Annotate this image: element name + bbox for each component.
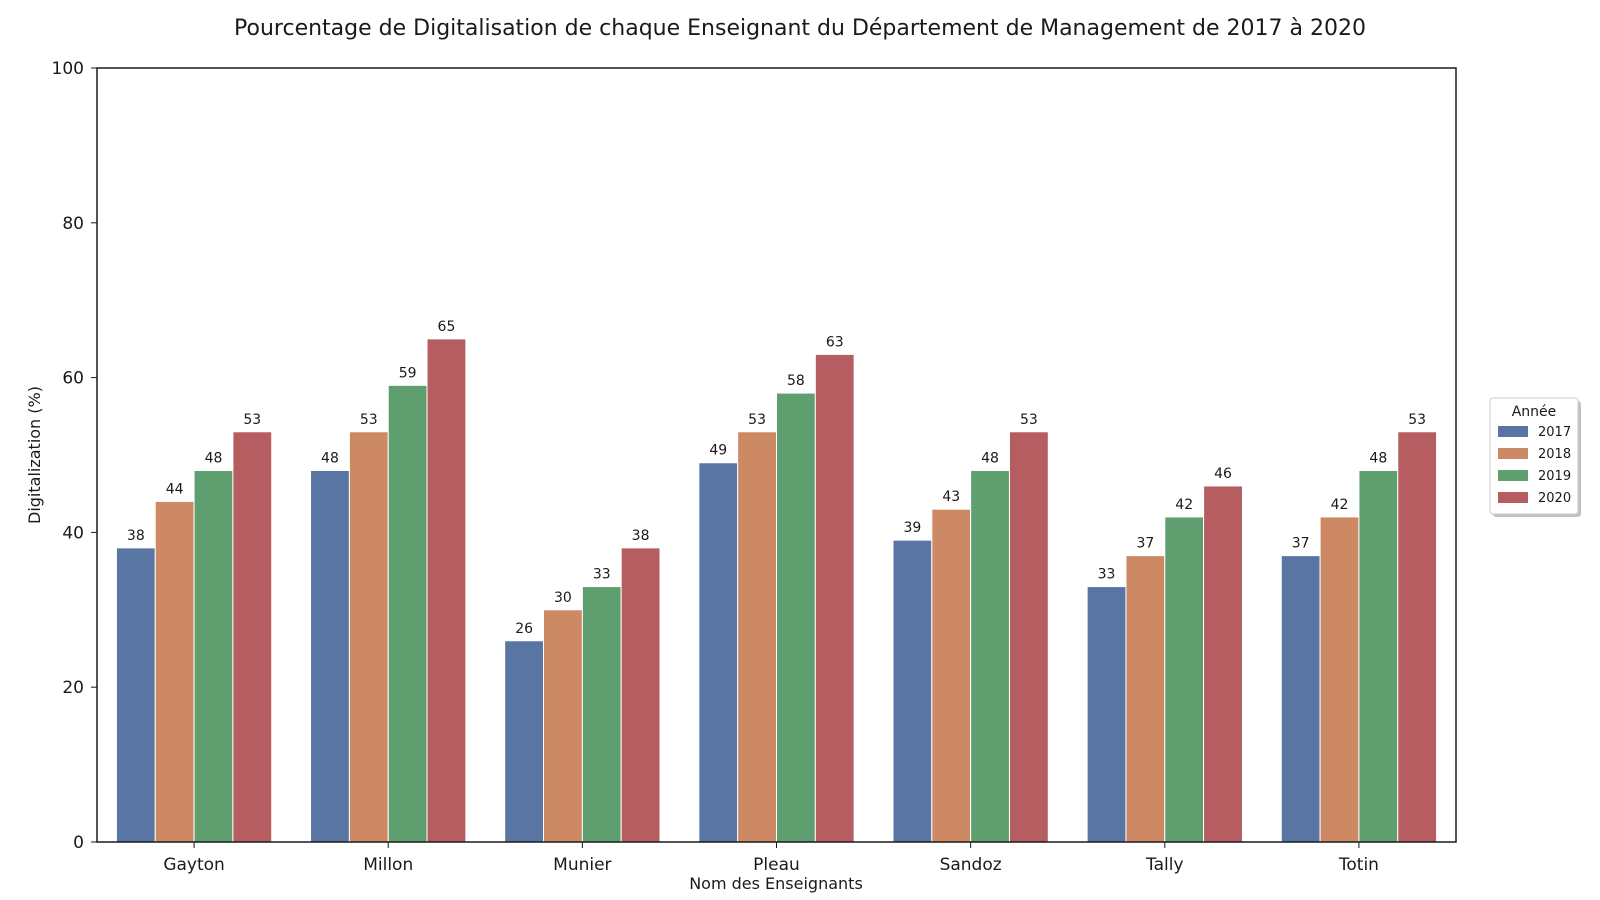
bar-value-label: 48 bbox=[205, 450, 223, 466]
bar-value-label: 43 bbox=[942, 489, 960, 505]
bar-millon-2019 bbox=[387, 384, 428, 843]
bar-value-label: 48 bbox=[981, 450, 999, 466]
bar-value-label: 48 bbox=[1369, 450, 1387, 466]
bar-value-label: 49 bbox=[709, 443, 727, 459]
legend-swatch-2017 bbox=[1498, 426, 1528, 437]
bar-sandoz-2020 bbox=[1008, 431, 1049, 843]
bar-tally-2020 bbox=[1203, 485, 1243, 843]
x-tick-label: Millon bbox=[363, 855, 413, 875]
bar-value-label: 53 bbox=[1020, 412, 1038, 428]
bar-millon-2020 bbox=[426, 338, 467, 843]
bar-value-label: 58 bbox=[787, 373, 805, 389]
y-tick-label: 80 bbox=[62, 214, 84, 234]
legend-title: Année bbox=[1512, 404, 1557, 420]
bar-sandoz-2019 bbox=[970, 469, 1010, 843]
bar-sandoz-2018 bbox=[931, 508, 972, 843]
bar-value-label: 37 bbox=[1292, 536, 1310, 552]
bar-value-label: 46 bbox=[1214, 466, 1232, 482]
bar-value-label: 48 bbox=[321, 450, 339, 466]
x-tick-label: Pleau bbox=[753, 855, 800, 875]
plot-area: 0 20 40 60 80 100 38 44 48 53 Gayton 48 53 59 65 Millon… bbox=[52, 59, 1457, 875]
bar-value-label: 53 bbox=[1408, 412, 1426, 428]
x-tick-label: Totin bbox=[1338, 855, 1379, 875]
x-tick-label: Sandoz bbox=[940, 855, 1002, 875]
bar-value-label: 37 bbox=[1136, 536, 1154, 552]
y-tick-label: 0 bbox=[73, 833, 84, 853]
legend-label-2018: 2018 bbox=[1538, 447, 1571, 462]
bar-value-label: 53 bbox=[243, 412, 261, 428]
legend-swatch-2018 bbox=[1498, 448, 1528, 459]
bar-value-label: 42 bbox=[1175, 497, 1193, 513]
y-axis-label: Digitalization (%) bbox=[25, 386, 44, 524]
bar-value-label: 26 bbox=[515, 621, 533, 637]
legend-label-2019: 2019 bbox=[1538, 469, 1571, 484]
bar-value-label: 33 bbox=[1098, 567, 1116, 583]
bar-munier-2018 bbox=[543, 609, 583, 843]
bar-value-label: 39 bbox=[903, 520, 921, 536]
bar-totin-2020 bbox=[1397, 431, 1438, 843]
bar-sandoz-2017 bbox=[892, 539, 933, 843]
bar-gayton-2020 bbox=[232, 431, 273, 843]
bar-munier-2017 bbox=[504, 640, 545, 843]
bar-totin-2019 bbox=[1358, 469, 1399, 843]
y-tick-label: 100 bbox=[52, 59, 84, 79]
bar-value-label: 33 bbox=[593, 567, 611, 583]
bar-munier-2020 bbox=[620, 547, 661, 843]
bar-gayton-2019 bbox=[193, 469, 234, 843]
bar-value-label: 59 bbox=[399, 365, 417, 381]
bar-totin-2018 bbox=[1319, 516, 1360, 843]
bar-value-label: 63 bbox=[826, 334, 844, 350]
y-tick-label: 40 bbox=[62, 523, 84, 543]
bar-gayton-2018 bbox=[154, 500, 195, 843]
x-tick-label: Munier bbox=[553, 855, 611, 875]
bar-millon-2018 bbox=[348, 431, 389, 843]
y-tick-label: 60 bbox=[62, 369, 84, 389]
bar-value-label: 53 bbox=[748, 412, 766, 428]
bar-value-label: 44 bbox=[166, 481, 184, 497]
legend-swatch-2019 bbox=[1498, 470, 1528, 481]
bar-value-label: 30 bbox=[554, 590, 572, 606]
bar-value-label: 42 bbox=[1331, 497, 1349, 513]
bar-munier-2019 bbox=[581, 586, 622, 843]
bar-millon-2017 bbox=[310, 469, 350, 843]
bar-gayton-2017 bbox=[115, 547, 156, 843]
legend-label-2020: 2020 bbox=[1538, 491, 1571, 506]
bar-value-label: 38 bbox=[127, 528, 145, 544]
x-axis-label: Nom des Enseignants bbox=[689, 874, 863, 893]
bar-totin-2017 bbox=[1280, 555, 1321, 843]
bar-pleau-2019 bbox=[776, 392, 816, 843]
legend: Année 2017 2018 2019 2020 bbox=[1489, 397, 1581, 517]
plot-frame bbox=[96, 67, 1457, 843]
y-tick-label: 20 bbox=[62, 678, 84, 698]
bar-value-label: 53 bbox=[360, 412, 378, 428]
bar-value-label: 65 bbox=[438, 319, 456, 335]
bar-tally-2017 bbox=[1086, 586, 1127, 843]
bar-pleau-2020 bbox=[814, 353, 855, 843]
x-tick-label: Gayton bbox=[163, 855, 225, 875]
x-tick-label: Tally bbox=[1145, 855, 1184, 875]
legend-label-2017: 2017 bbox=[1538, 425, 1571, 440]
legend-swatch-2020 bbox=[1498, 492, 1528, 503]
chart-title: Pourcentage de Digitalisation de chaque … bbox=[234, 16, 1366, 41]
bar-pleau-2018 bbox=[737, 431, 778, 843]
bar-pleau-2017 bbox=[698, 462, 739, 843]
bar-value-label: 38 bbox=[632, 528, 650, 544]
bar-tally-2018 bbox=[1125, 555, 1166, 843]
bar-tally-2019 bbox=[1164, 516, 1205, 843]
